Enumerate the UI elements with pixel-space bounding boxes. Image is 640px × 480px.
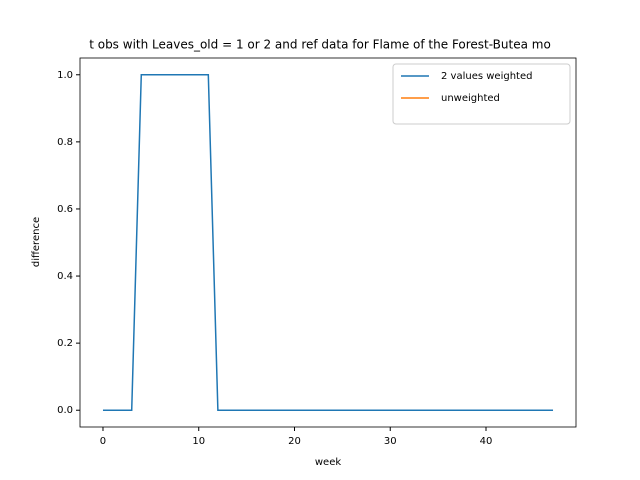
legend-label: unweighted [441,93,500,104]
legend: 2 values weighted unweighted [392,63,571,125]
x-axis-label: week [315,457,341,468]
y-tick-label: 0.8 [57,137,73,148]
x-tick-label: 40 [480,436,493,447]
chart-title: t obs with Leaves_old = 1 or 2 and ref d… [89,38,551,52]
y-tick-label: 0.4 [57,271,73,282]
y-axis-label: difference [31,217,42,267]
legend-label: 2 values weighted [441,71,532,82]
x-tick-label: 30 [384,436,397,447]
x-tick-label: 20 [288,436,301,447]
line-series [102,74,554,411]
plot-frame [79,57,577,428]
x-tick-label: 0 [100,436,106,447]
y-tick-label: 1.0 [57,70,73,81]
y-tick-label: 0.2 [57,338,73,349]
y-tick-label: 0.6 [57,204,73,215]
y-tick-label: 0.0 [57,405,73,416]
legend-box [392,63,571,125]
x-tick-label: 10 [192,436,205,447]
